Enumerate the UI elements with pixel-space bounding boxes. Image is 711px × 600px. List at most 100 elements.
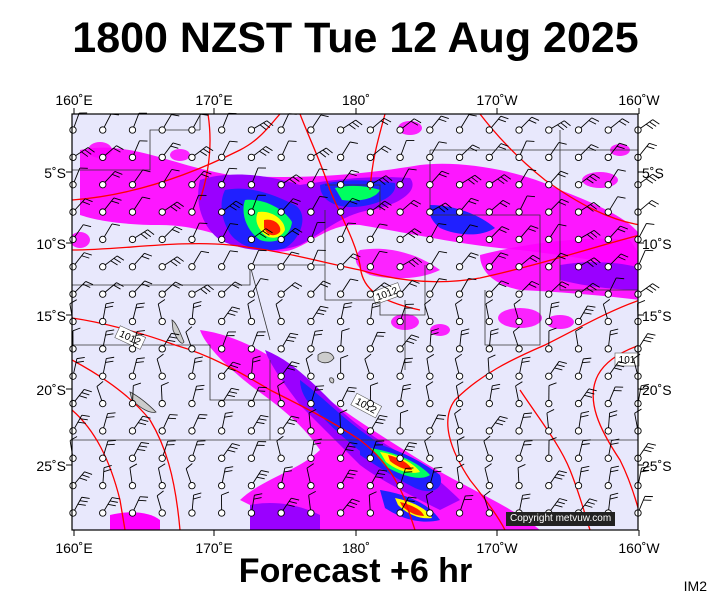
wind-barb-feather	[167, 417, 177, 420]
wind-station-marker	[218, 399, 226, 408]
wind-barb-feather	[109, 500, 118, 503]
wind-barb-feather	[201, 250, 210, 254]
wind-barb-feather	[590, 204, 598, 210]
wind-barb-feather	[319, 151, 327, 158]
wind-barb-feather	[648, 202, 656, 208]
wind-barb-feather	[352, 253, 361, 258]
wind-station-marker	[99, 153, 107, 162]
wind-barb-feather	[645, 123, 654, 130]
wind-barb-feather	[556, 364, 565, 368]
wind-station-marker	[158, 317, 166, 326]
wind-station-marker	[366, 126, 375, 134]
wind-barb-feather	[286, 339, 295, 342]
wind-barb-feather	[343, 306, 352, 309]
wind-barb-feather	[87, 147, 95, 153]
wind-station-marker	[336, 427, 345, 435]
wind-station-marker	[336, 153, 345, 162]
isobar-label-101: 101	[614, 352, 640, 367]
lon-label-top-160w: 160˚W	[618, 92, 660, 108]
lon-label-bottom-170e: 170˚E	[195, 540, 233, 556]
wind-barb-feather	[588, 146, 596, 152]
wind-station-marker	[277, 372, 285, 380]
wind-barb-feather	[111, 223, 120, 226]
lon-label-bottom-180: 180˚	[341, 540, 371, 556]
wind-station-marker	[69, 126, 77, 134]
wind-barb-feather	[194, 356, 204, 359]
wind-barb-feather	[69, 436, 78, 441]
wind-station-marker	[69, 427, 77, 435]
wind-barb-feather	[431, 328, 439, 332]
wind-barb-feather	[474, 174, 482, 181]
wind-barb-feather	[546, 409, 555, 414]
wind-station-marker	[99, 345, 107, 353]
wind-station-marker	[574, 345, 583, 353]
wind-barb-feather	[106, 416, 115, 418]
wind-barb-feather	[438, 223, 447, 226]
wind-barb-feather	[292, 176, 300, 182]
wind-barb-feather	[263, 122, 271, 129]
lon-label-bottom-160e: 160˚E	[55, 540, 93, 556]
wind-barb-feather	[170, 145, 179, 149]
wind-barb-feather	[247, 299, 255, 305]
wind-barb-feather	[316, 385, 325, 387]
wind-station-marker	[485, 126, 493, 134]
wind-barb-feather	[613, 367, 622, 371]
wind-station-marker	[515, 290, 523, 298]
wind-station-marker	[455, 509, 464, 517]
wind-station-marker	[158, 153, 166, 162]
wind-barb-feather	[158, 463, 166, 469]
wind-barb-feather	[438, 278, 447, 281]
wind-barb-feather	[484, 463, 492, 469]
wind-barb-feather	[581, 465, 590, 469]
wind-barb-feather	[411, 230, 419, 236]
wind-barb-feather	[611, 438, 620, 442]
wind-barb-feather	[103, 464, 112, 469]
wind-barb-feather	[526, 195, 536, 198]
wind-barb-feather	[292, 198, 301, 202]
wind-barb-feather	[289, 418, 298, 422]
copyright-badge: Copyright metvuw.com	[506, 512, 616, 526]
wind-station-marker	[545, 317, 553, 326]
wind-station-marker	[277, 345, 285, 353]
wind-station-marker	[366, 481, 375, 490]
wind-barb-feather	[350, 278, 359, 282]
wind-barb-feather	[410, 120, 419, 126]
wind-barb-feather	[140, 496, 149, 498]
wind-barb-feather	[346, 390, 355, 393]
wind-barb-feather	[200, 288, 208, 295]
wind-barb-feather	[550, 305, 559, 309]
wind-barb-feather	[408, 261, 416, 268]
wind-barb-feather	[232, 203, 240, 209]
wind-station-marker	[396, 181, 404, 189]
wind-barb-feather	[647, 333, 656, 336]
wind-barb-feather	[224, 415, 233, 418]
wind-station-marker	[218, 290, 226, 298]
wind-station-marker	[69, 208, 77, 216]
wind-barb-feather	[468, 200, 477, 205]
wind-station-marker	[426, 290, 434, 298]
wind-station-marker	[545, 263, 553, 271]
wind-barb-feather	[294, 282, 303, 287]
wind-station-marker	[545, 153, 553, 162]
wind-barb-feather	[441, 170, 450, 175]
wind-barb-feather	[265, 146, 273, 152]
wind-barb-feather	[193, 305, 202, 308]
wind-barb-feather	[637, 300, 646, 304]
wind-station-marker	[277, 399, 285, 408]
wind-station-marker	[128, 372, 137, 380]
wind-barb-feather	[345, 476, 354, 479]
wind-barb-feather	[203, 286, 211, 293]
wind-barb-feather	[258, 418, 267, 421]
wind-station-marker	[128, 153, 137, 162]
wind-station-marker	[426, 372, 434, 380]
wind-station-marker	[574, 235, 583, 244]
wind-station-marker	[366, 454, 375, 462]
wind-barb-feather	[135, 333, 144, 336]
wind-barb-feather	[232, 306, 241, 310]
wind-station-marker	[277, 126, 285, 134]
wind-barb-feather	[557, 255, 566, 260]
wind-barb-feather	[585, 308, 594, 312]
wind-barb-feather	[426, 354, 435, 359]
wind-barb-feather	[140, 418, 149, 422]
wind-barb-feather	[640, 470, 649, 473]
